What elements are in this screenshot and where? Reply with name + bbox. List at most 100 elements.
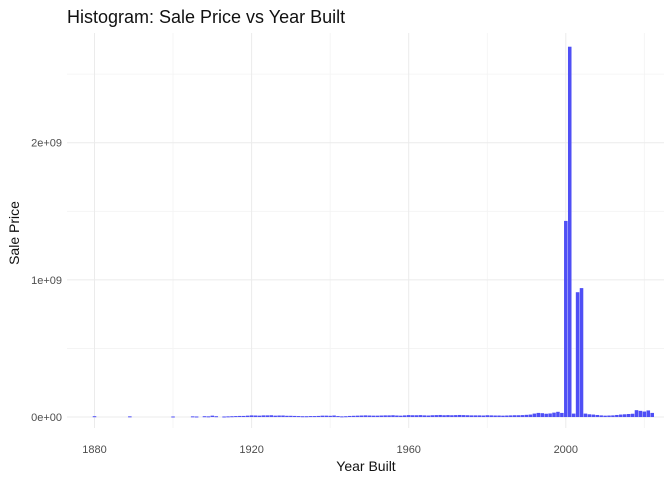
x-tick-label: 2000 bbox=[554, 444, 578, 456]
histogram-bar bbox=[241, 415, 246, 418]
histogram-bar bbox=[587, 414, 592, 418]
histogram-bar bbox=[281, 415, 285, 418]
histogram-bar bbox=[371, 415, 376, 418]
histogram-bar bbox=[446, 415, 450, 418]
histogram-bar bbox=[579, 288, 584, 418]
histogram-bar bbox=[395, 415, 399, 418]
histogram-bar bbox=[316, 415, 321, 418]
histogram-bar bbox=[312, 416, 317, 418]
histogram-bar bbox=[202, 416, 207, 418]
histogram-bar bbox=[611, 415, 615, 418]
histogram-bar bbox=[403, 415, 407, 418]
x-tick-label: 1880 bbox=[82, 444, 106, 456]
histogram-bar bbox=[269, 415, 274, 418]
histogram-bar bbox=[285, 415, 289, 418]
histogram-bar bbox=[383, 415, 387, 418]
histogram-bar bbox=[308, 416, 313, 418]
histogram-bar bbox=[619, 414, 623, 418]
histogram-bar bbox=[485, 415, 490, 418]
histogram-bar bbox=[230, 416, 234, 418]
histogram-bar bbox=[548, 413, 552, 418]
histogram-bar bbox=[615, 414, 619, 418]
grid-layer bbox=[67, 33, 664, 428]
histogram-bar bbox=[336, 416, 340, 418]
x-axis-title: Year Built bbox=[336, 458, 396, 474]
histogram-bar bbox=[226, 416, 230, 418]
histogram-bar bbox=[634, 410, 639, 418]
histogram-bar bbox=[289, 415, 293, 418]
histogram-bar bbox=[171, 416, 175, 418]
histogram-bar bbox=[509, 415, 513, 418]
histogram-bar bbox=[595, 414, 599, 418]
histogram-bar bbox=[532, 413, 537, 418]
histogram-bar bbox=[418, 415, 423, 418]
histogram-bar bbox=[564, 220, 568, 418]
histogram-bar bbox=[501, 415, 505, 418]
histogram-bar bbox=[434, 415, 438, 418]
histogram-bar bbox=[567, 46, 572, 418]
bars-layer bbox=[92, 46, 654, 418]
histogram-bar bbox=[430, 415, 435, 418]
y-axis-title: Sale Price bbox=[6, 201, 22, 265]
histogram-bar bbox=[340, 416, 344, 418]
histogram-bar bbox=[128, 416, 132, 418]
histogram-bar bbox=[210, 415, 215, 418]
histogram-bar bbox=[363, 415, 368, 418]
histogram-bar bbox=[571, 413, 576, 418]
histogram-bar bbox=[528, 414, 533, 418]
histogram-bar bbox=[520, 415, 525, 418]
histogram-bar bbox=[516, 415, 521, 418]
histogram-bar bbox=[650, 412, 654, 418]
histogram-bar bbox=[461, 415, 466, 418]
histogram-bar bbox=[324, 415, 328, 418]
chart-title: Histogram: Sale Price vs Year Built bbox=[67, 7, 345, 27]
y-tick-label: 0e+00 bbox=[31, 412, 62, 424]
histogram-bar bbox=[556, 411, 560, 418]
histogram-bar bbox=[552, 412, 556, 418]
histogram-bar bbox=[206, 416, 211, 418]
histogram-bar bbox=[540, 413, 545, 418]
x-tick-label: 1920 bbox=[239, 444, 263, 456]
histogram-bar bbox=[536, 412, 541, 418]
histogram-bar bbox=[344, 416, 348, 418]
histogram-bar bbox=[328, 415, 332, 418]
histogram-bar bbox=[583, 413, 588, 418]
histogram-bar bbox=[646, 410, 651, 418]
histogram-bar bbox=[489, 415, 493, 418]
histogram-bar bbox=[512, 415, 517, 418]
histogram-bar bbox=[359, 415, 364, 418]
histogram-bar bbox=[599, 415, 603, 418]
histogram-bar bbox=[265, 415, 270, 418]
histogram-bar bbox=[348, 415, 352, 418]
histogram-bar bbox=[391, 415, 395, 418]
histogram-bar bbox=[300, 416, 305, 418]
histogram-bar bbox=[234, 416, 238, 418]
histogram-bar bbox=[92, 416, 97, 418]
histogram-bar bbox=[465, 415, 470, 418]
histogram-bar bbox=[497, 415, 501, 418]
histogram-bar bbox=[493, 415, 497, 418]
histogram-bar bbox=[524, 414, 529, 418]
histogram-bar bbox=[481, 415, 486, 418]
histogram-bar bbox=[607, 415, 611, 418]
y-axis-ticks: 0e+00 1e+09 2e+09 bbox=[31, 138, 62, 424]
histogram-bar bbox=[304, 416, 309, 418]
histogram-bar bbox=[406, 415, 411, 418]
y-tick-label: 2e+09 bbox=[31, 138, 62, 150]
histogram-bar bbox=[638, 410, 643, 418]
histogram-bar bbox=[399, 415, 403, 418]
histogram-bar bbox=[355, 415, 360, 418]
histogram-bar bbox=[473, 415, 478, 418]
histogram-bar bbox=[560, 412, 564, 418]
histogram-bar bbox=[457, 414, 462, 418]
x-tick-label: 1960 bbox=[396, 444, 420, 456]
histogram-bar bbox=[194, 416, 199, 418]
histogram-bar bbox=[253, 415, 258, 418]
histogram-bar bbox=[414, 415, 419, 418]
histogram-bar bbox=[238, 415, 242, 418]
histogram-bar bbox=[190, 416, 195, 418]
histogram-bar bbox=[375, 415, 380, 418]
histogram-bar bbox=[422, 415, 427, 418]
